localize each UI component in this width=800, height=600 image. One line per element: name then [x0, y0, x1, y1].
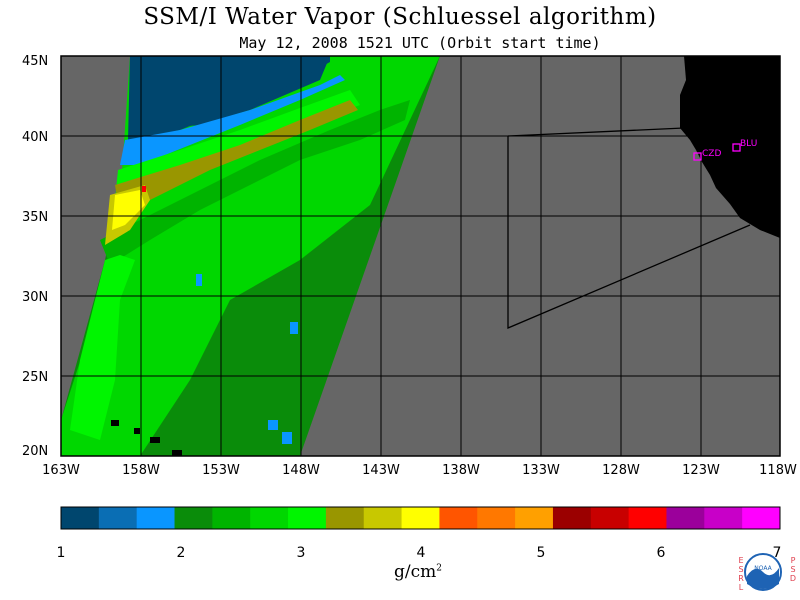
- lat-label: 40N: [22, 130, 48, 145]
- map-title: SSM/I Water Vapor (Schluessel algorithm): [143, 4, 657, 30]
- colorbar-swatch: [174, 507, 213, 529]
- colorbar-swatch: [628, 507, 667, 529]
- lat-label: 25N: [22, 370, 48, 385]
- colorbar-frame: [60, 506, 781, 530]
- colorbar-swatch: [363, 507, 403, 529]
- map-subtitle: May 12, 2008 1521 UTC (Orbit start time): [239, 34, 601, 52]
- colorbar-swatch: [515, 507, 554, 529]
- map-gridlines: [61, 56, 780, 456]
- map-frame: [60, 55, 781, 457]
- lon-label: 148W: [282, 463, 320, 478]
- colorbar-tick: 5: [537, 545, 546, 561]
- longitude-labels: 163W 158W 153W 148W 143W 138W 133W 128W …: [42, 463, 797, 478]
- colorbar-swatch: [212, 507, 251, 529]
- colorbar-tick: 4: [417, 545, 426, 561]
- lon-label: 163W: [42, 463, 80, 478]
- colorbar-swatch: [439, 507, 478, 529]
- colorbar-swatch: [704, 507, 743, 529]
- colorbar-swatch: [61, 507, 100, 529]
- lat-label: 30N: [22, 290, 48, 305]
- lon-label: 138W: [442, 463, 480, 478]
- colorbar-tick: 1: [57, 545, 66, 561]
- colorbar-tick: 3: [297, 545, 306, 561]
- colorbar-swatch: [288, 507, 327, 529]
- colorbar-unit: g/cm2: [394, 562, 442, 582]
- flight-track: [507, 127, 751, 329]
- colorbar-swatch: [666, 507, 705, 529]
- lon-label: 123W: [682, 463, 720, 478]
- colorbar-swatch: [401, 507, 440, 529]
- lon-label: 128W: [602, 463, 640, 478]
- colorbar-tick: 7: [773, 545, 782, 561]
- unit-exponent: 2: [436, 563, 442, 574]
- colorbar-tick: 2: [177, 545, 186, 561]
- lat-label: 35N: [22, 210, 48, 225]
- station-czd-label: CZD: [702, 149, 721, 159]
- station-blu-label: BLU: [740, 139, 757, 149]
- colorbar-swatch: [136, 507, 176, 529]
- california-land: [680, 56, 780, 238]
- station-czd-marker: [693, 152, 702, 161]
- colorbar-swatch: [325, 507, 365, 529]
- station-markers: CZD BLU: [693, 139, 757, 161]
- lat-label: 45N: [22, 54, 48, 69]
- lon-label: 143W: [362, 463, 400, 478]
- colorbar-tick-labels: 1 2 3 4 5 6 7: [57, 545, 782, 561]
- svg-text:NOAA: NOAA: [754, 565, 772, 572]
- colorbar-swatch: [98, 507, 138, 529]
- colorbar-swatch: [250, 507, 289, 529]
- lon-label: 118W: [759, 463, 797, 478]
- colorbar-swatch: [742, 507, 781, 529]
- lon-label: 158W: [122, 463, 160, 478]
- colorbar: [61, 507, 781, 529]
- colorbar-tick: 6: [657, 545, 666, 561]
- hawaii-islands: [111, 420, 182, 456]
- colorbar-swatch: [552, 507, 592, 529]
- colorbar-swatch: [590, 507, 630, 529]
- unit-text: g/cm: [394, 562, 437, 582]
- station-blu-marker: [732, 143, 741, 152]
- latitude-labels: 45N 40N 35N 30N 25N 20N: [22, 54, 48, 459]
- lon-label: 153W: [202, 463, 240, 478]
- colorbar-swatch: [477, 507, 516, 529]
- water-vapor-swath: [61, 56, 440, 456]
- lon-label: 133W: [522, 463, 560, 478]
- lat-label: 20N: [22, 444, 48, 459]
- noaa-logo: NOAA: [744, 553, 782, 591]
